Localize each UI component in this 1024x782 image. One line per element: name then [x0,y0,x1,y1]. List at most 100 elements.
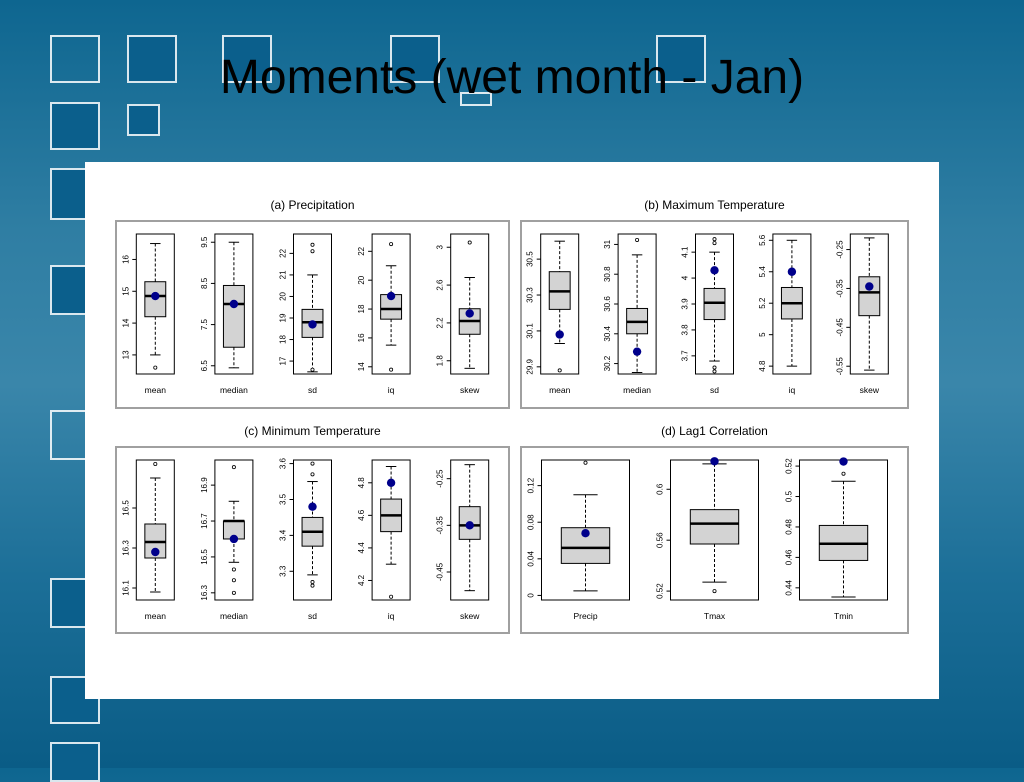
tick-label: 3.7 [681,350,690,362]
outlier-point [389,594,394,599]
subplot-frame [371,233,411,375]
outlier-point [310,580,315,585]
tick-label: 4.8 [758,360,767,372]
iqr-box [858,276,881,317]
subplot-frame [293,459,332,601]
tick-label: 19 [279,313,288,322]
outlier-point [712,365,717,370]
tick-label: 16.3 [200,584,209,600]
tick-label: 17 [279,356,288,365]
tick-label: 6.5 [200,360,209,372]
tick-label: 0.48 [785,519,794,535]
decor-square [460,92,492,106]
subplot-frame [540,233,580,375]
outlier-point [310,242,315,247]
tick-label: 5.6 [758,234,767,246]
tick-label: 18 [279,335,288,344]
decor-square [656,35,706,83]
outlier-point [389,367,394,372]
tick-label: 3.5 [279,493,288,505]
subplot-label: sd [710,385,719,395]
tick-label: 4 [681,275,690,280]
figure-panel: (a) Precipitation 13 14 15 16 mean 6.5 7.5 8.5 9.… [85,162,939,699]
outlier-point [310,583,315,588]
outlier-point [712,369,717,374]
tick-label: 30.3 [526,287,535,303]
tick-label: 0.56 [656,532,665,548]
decor-square [50,102,100,150]
tick-label: 0 [527,593,536,598]
outlier-point [467,240,472,245]
tick-label: 30.4 [603,325,612,341]
observed-point [787,267,797,276]
panel-title: (a) Precipitation [270,198,354,212]
outlier-point [310,461,315,466]
outlier-point [712,237,717,242]
boxplot-figure: (a) Precipitation 13 14 15 16 mean 6.5 7.5 8.5 9.… [115,198,909,634]
tick-label: 3.9 [681,298,690,310]
outlier-point [557,368,562,373]
observed-point [581,529,590,538]
tick-label: 30.2 [603,355,612,371]
subplot-label: Tmin [834,611,853,621]
outlier-point [841,471,846,476]
panel-frame [520,220,909,409]
tick-label: 2.6 [436,279,445,291]
tick-label: 0.46 [785,549,794,565]
tick-label: 4.8 [357,477,366,489]
tick-label: 4.2 [357,574,366,586]
tick-label: 16 [121,254,130,263]
tick-label: -0.35 [436,516,445,535]
tick-label: 3.3 [279,565,288,577]
observed-point [839,457,848,466]
tick-label: 15 [121,286,130,295]
decor-square [50,578,90,628]
observed-point [632,347,642,356]
tick-label: 30.6 [603,296,612,312]
outlier-point [310,249,315,254]
subplot-frame [135,233,175,375]
subplot-label: Precip [573,611,597,621]
decor-square [50,742,100,782]
tick-label: -0.25 [436,469,445,488]
decor-square [127,104,160,136]
outlier-point [635,237,640,242]
tick-label: 0.6 [656,483,665,495]
iqr-box [689,509,740,545]
tick-label: 1.8 [436,355,445,367]
tick-label: 16 [357,333,366,342]
tick-label: 30.5 [526,251,535,267]
tick-label: 16.7 [200,513,209,529]
subplot-frame [541,459,630,601]
outlier-point [231,465,236,470]
tick-label: 16.5 [121,500,130,516]
subplot-frame [849,233,889,375]
tick-label: 0.52 [656,583,665,599]
tick-label: 0.5 [785,490,794,502]
tick-label: 3 [436,244,445,249]
subplot-frame [371,459,411,601]
tick-label: -0.25 [835,240,844,259]
tick-label: 4.1 [681,246,690,258]
observed-point [151,547,160,557]
subplot-label: sd [308,385,317,395]
tick-label: 2.2 [436,317,445,329]
tick-label: 22 [279,248,288,257]
outlier-point [712,589,717,594]
tick-label: 20 [279,291,288,300]
subplot-frame [293,233,332,375]
tick-label: 30.1 [526,323,535,339]
subplot-label: median [220,611,248,621]
tick-label: 0.44 [785,579,794,595]
tick-label: 0.52 [785,458,794,474]
subplot-label: mean [145,385,167,395]
iqr-box [703,287,726,321]
observed-point [386,291,396,301]
outlier-point [153,461,158,466]
subplot-label: Tmax [704,611,726,621]
panel-title: (b) Maximum Temperature [644,198,785,212]
tick-label: 29.9 [526,358,535,374]
outlier-point [310,472,315,477]
tick-label: 30.8 [603,266,612,282]
tick-label: 3.4 [279,529,288,541]
